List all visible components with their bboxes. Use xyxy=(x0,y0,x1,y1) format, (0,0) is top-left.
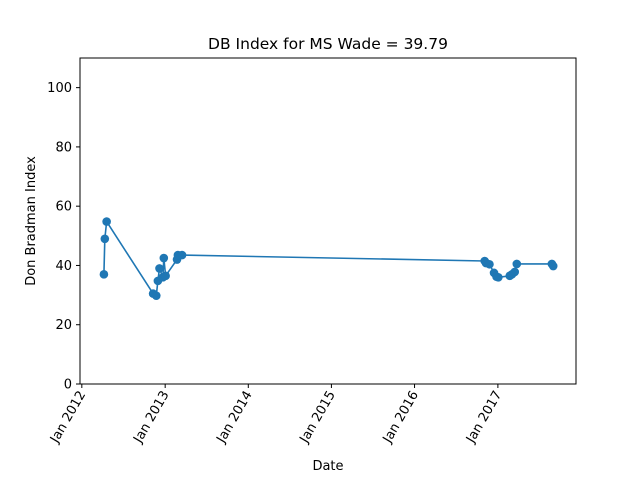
data-point xyxy=(100,234,110,244)
data-point xyxy=(512,259,522,269)
y-tick-label: 20 xyxy=(55,318,72,333)
chart-title: DB Index for MS Wade = 39.79 xyxy=(208,35,448,53)
series-layer xyxy=(99,217,558,300)
data-point xyxy=(151,291,161,300)
y-tick-label: 60 xyxy=(55,200,72,215)
data-point xyxy=(102,217,111,226)
x-axis-label: Date xyxy=(312,459,343,474)
data-point xyxy=(161,271,170,281)
y-tick-label: 40 xyxy=(55,259,72,274)
data-point xyxy=(155,264,164,273)
y-tick-label: 80 xyxy=(55,140,72,155)
data-point xyxy=(99,270,109,279)
data-point xyxy=(177,250,187,260)
y-axis-label: Don Bradman Index xyxy=(24,156,39,286)
y-tick-label: 0 xyxy=(64,378,72,393)
data-point xyxy=(548,261,558,271)
data-point xyxy=(510,267,520,277)
data-point xyxy=(159,253,169,263)
data-point xyxy=(494,273,503,282)
y-tick-label: 100 xyxy=(47,81,72,96)
data-point xyxy=(485,259,494,269)
plot-frame xyxy=(79,57,577,385)
